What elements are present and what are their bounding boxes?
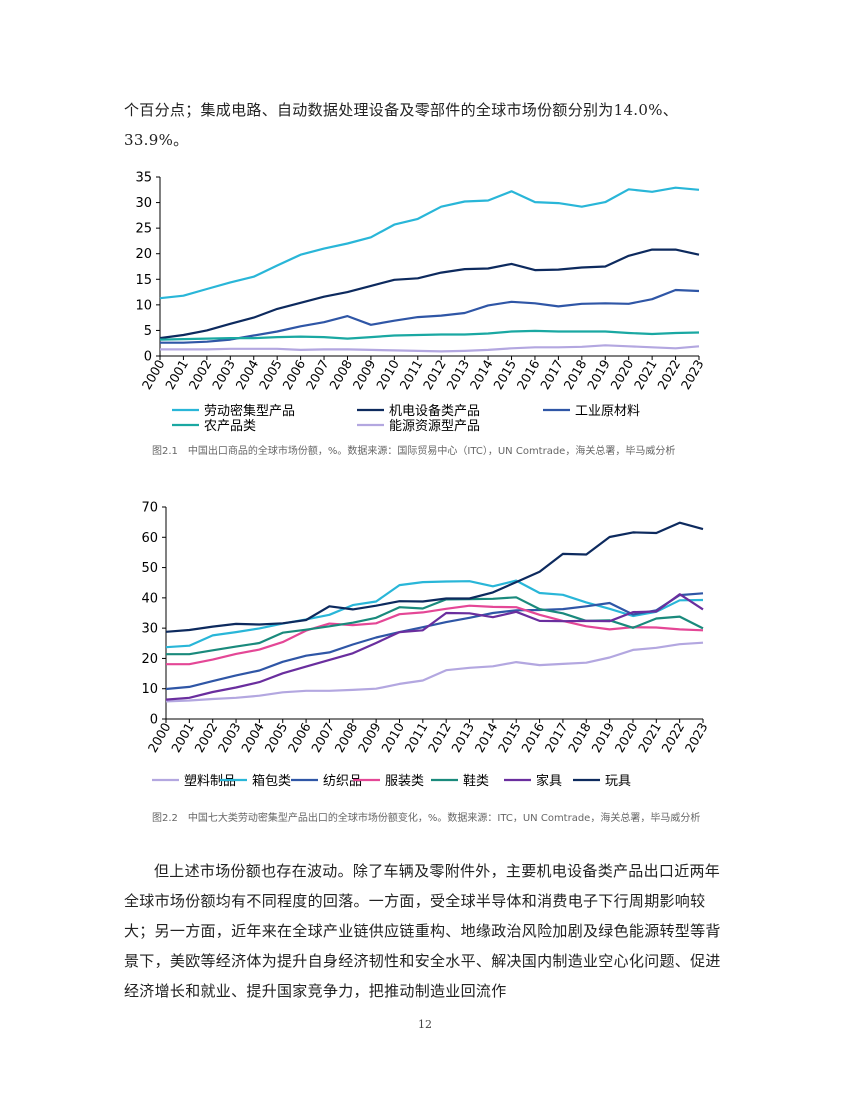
- x-tick-label: 2009: [350, 357, 379, 392]
- x-tick-label: 2018: [561, 357, 590, 392]
- body-paragraph: 但上述市场份额也存在波动。除了车辆及零附件外，主要机电设备类产品出口近两年全球市…: [124, 862, 721, 1000]
- x-tick-label: 2018: [565, 720, 594, 755]
- y-tick-label: 35: [135, 171, 152, 186]
- x-tick-label: 2004: [232, 357, 261, 392]
- chart-2-caption: 图2.2 中国七大类劳动密集型产品出口的全球市场份额变化，%。数据来源：ITC，…: [152, 813, 701, 824]
- x-tick-label: 2011: [396, 357, 425, 392]
- y-tick-label: 10: [135, 298, 152, 313]
- x-tick-label: 2017: [542, 720, 571, 755]
- x-tick-label: 2013: [443, 357, 472, 392]
- legend-label: 服装类: [385, 774, 424, 789]
- x-tick-label: 2008: [331, 720, 360, 755]
- series-line: [159, 186, 700, 300]
- x-tick-label: 2003: [215, 720, 244, 755]
- x-tick-label: 2020: [607, 357, 636, 392]
- legend-label: 工业原材料: [575, 404, 640, 419]
- legend-label: 劳动密集型产品: [204, 403, 295, 419]
- x-tick-label: 2014: [472, 720, 501, 755]
- x-tick-label: 2002: [186, 357, 215, 392]
- x-tick-label: 2023: [682, 720, 711, 755]
- x-tick-label: 2005: [261, 720, 290, 755]
- x-tick-label: 2019: [584, 357, 613, 392]
- legend-label: 纺织品: [323, 774, 362, 789]
- x-tick-label: 2003: [209, 357, 238, 392]
- series-line: [165, 521, 704, 633]
- y-tick-label: 70: [141, 501, 158, 516]
- x-tick-label: 2021: [635, 720, 664, 755]
- chart-1-market-share-by-category: 0510152025303520002001200220032004200520…: [135, 171, 707, 435]
- y-tick-label: 0: [144, 350, 152, 365]
- y-tick-label: 50: [141, 561, 158, 576]
- y-tick-label: 25: [135, 222, 152, 237]
- series-line: [160, 344, 700, 353]
- chart-2-labor-intensive-share: 0102030405060702000200120022003200420052…: [141, 501, 711, 790]
- series-line: [159, 248, 700, 340]
- x-tick-label: 2015: [490, 357, 519, 392]
- y-tick-label: 20: [135, 247, 152, 262]
- legend-label: 能源资源型产品: [389, 419, 480, 434]
- y-tick-label: 0: [150, 713, 158, 728]
- series-line: [165, 592, 704, 691]
- y-tick-label: 30: [135, 196, 152, 211]
- series-line: [160, 288, 700, 344]
- y-tick-label: 15: [135, 273, 152, 288]
- legend-label: 家具: [536, 773, 562, 789]
- y-tick-label: 10: [141, 682, 158, 697]
- series-line: [165, 593, 704, 701]
- x-tick-label: 2015: [495, 720, 524, 755]
- x-tick-label: 2004: [238, 720, 267, 755]
- x-tick-label: 2013: [448, 720, 477, 755]
- x-tick-label: 2020: [612, 720, 641, 755]
- legend-label: 塑料制品: [184, 774, 236, 789]
- series-line: [166, 596, 704, 656]
- x-tick-label: 2006: [285, 720, 314, 755]
- series-line: [166, 604, 704, 666]
- series-line: [165, 641, 704, 703]
- y-tick-label: 30: [141, 622, 158, 637]
- intro-paragraph: 个百分点；集成电路、自动数据处理设备及零部件的全球市场份额分别为14.0%、33…: [124, 101, 679, 149]
- page-number: 12: [418, 1018, 432, 1031]
- x-tick-label: 2023: [678, 357, 707, 392]
- x-tick-label: 2010: [378, 720, 407, 755]
- x-tick-label: 2006: [279, 357, 308, 392]
- legend-label: 鞋类: [463, 773, 489, 789]
- x-tick-label: 2001: [162, 357, 191, 392]
- y-tick-label: 40: [141, 591, 158, 606]
- y-tick-label: 60: [141, 531, 158, 546]
- legend-label: 玩具: [605, 774, 631, 789]
- chart-1-caption: 图2.1 中国出口商品的全球市场份额，%。数据来源：国际贸易中心（ITC），UN…: [152, 446, 676, 457]
- x-tick-label: 2011: [402, 720, 431, 755]
- series-line: [159, 329, 700, 341]
- legend-label: 农产品类: [204, 419, 256, 434]
- legend-label: 箱包类: [252, 773, 291, 789]
- legend-label: 机电设备类产品: [389, 403, 480, 419]
- y-tick-label: 20: [141, 652, 158, 667]
- x-tick-label: 2014: [467, 357, 496, 392]
- x-tick-label: 2012: [420, 357, 449, 392]
- x-tick-label: 2001: [168, 720, 197, 755]
- x-tick-label: 2017: [537, 357, 566, 392]
- x-tick-label: 2022: [654, 357, 683, 392]
- x-tick-label: 2009: [355, 720, 384, 755]
- x-tick-label: 2016: [518, 720, 547, 755]
- x-tick-label: 2007: [308, 720, 337, 755]
- x-tick-label: 2012: [425, 720, 454, 755]
- x-tick-label: 2008: [326, 357, 355, 392]
- x-tick-label: 2005: [256, 357, 285, 392]
- x-tick-label: 2002: [191, 720, 220, 755]
- x-tick-label: 2010: [373, 357, 402, 392]
- x-tick-label: 2007: [303, 357, 332, 392]
- y-tick-label: 5: [144, 324, 152, 339]
- x-tick-label: 2016: [514, 357, 543, 392]
- x-tick-label: 2021: [631, 357, 660, 392]
- series-line: [165, 579, 704, 649]
- x-tick-label: 2022: [658, 720, 687, 755]
- x-tick-label: 2019: [588, 720, 617, 755]
